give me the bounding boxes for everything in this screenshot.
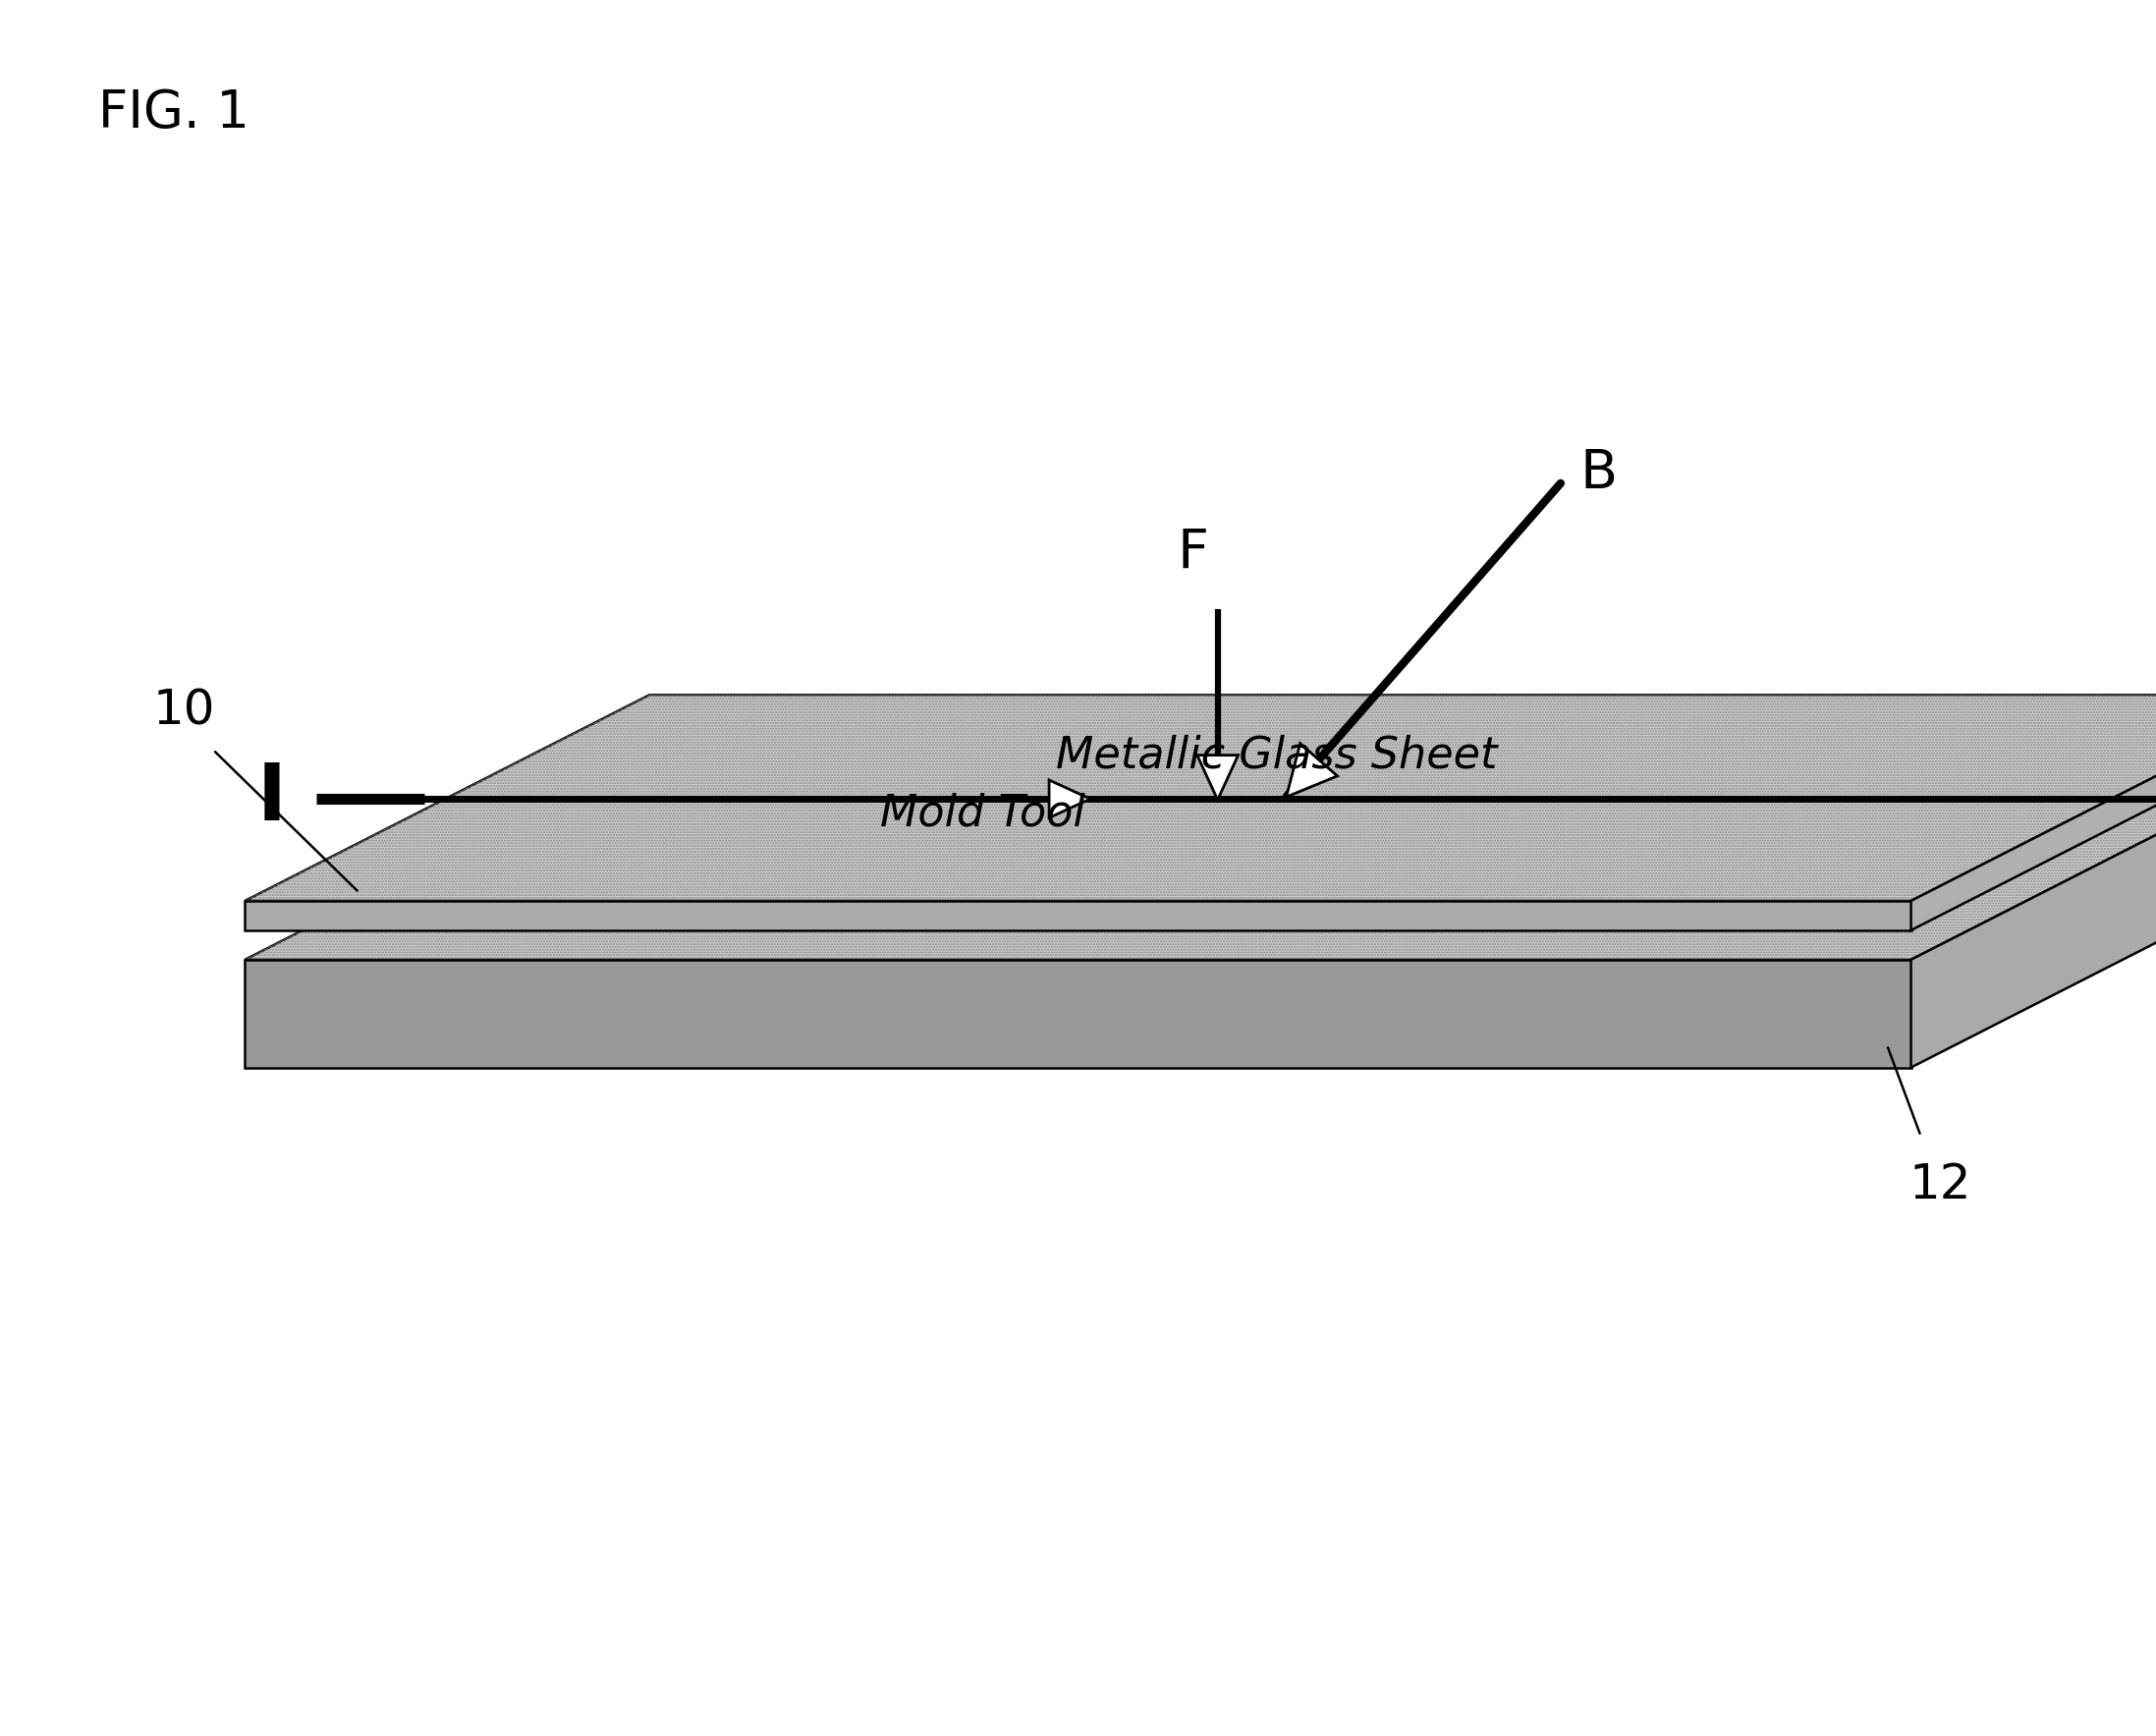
Text: F: F: [1177, 526, 1210, 580]
Polygon shape: [1287, 743, 1337, 797]
Text: Mold Tool: Mold Tool: [880, 792, 1084, 835]
Polygon shape: [944, 800, 1718, 910]
Text: Metallic Glass Sheet: Metallic Glass Sheet: [1056, 734, 1496, 778]
Polygon shape: [246, 901, 1910, 930]
Polygon shape: [1910, 753, 2156, 1068]
Text: FIG. 1: FIG. 1: [97, 87, 250, 139]
Polygon shape: [1910, 694, 2156, 930]
Text: 10: 10: [153, 687, 216, 734]
Polygon shape: [1128, 826, 1535, 884]
Polygon shape: [1197, 755, 1238, 800]
Text: I: I: [257, 760, 287, 837]
Text: B: B: [1580, 446, 1617, 500]
Polygon shape: [246, 960, 1910, 1068]
Polygon shape: [1050, 779, 1091, 818]
Polygon shape: [246, 753, 2156, 960]
Text: 12: 12: [1910, 1161, 1971, 1208]
Polygon shape: [246, 694, 2156, 901]
